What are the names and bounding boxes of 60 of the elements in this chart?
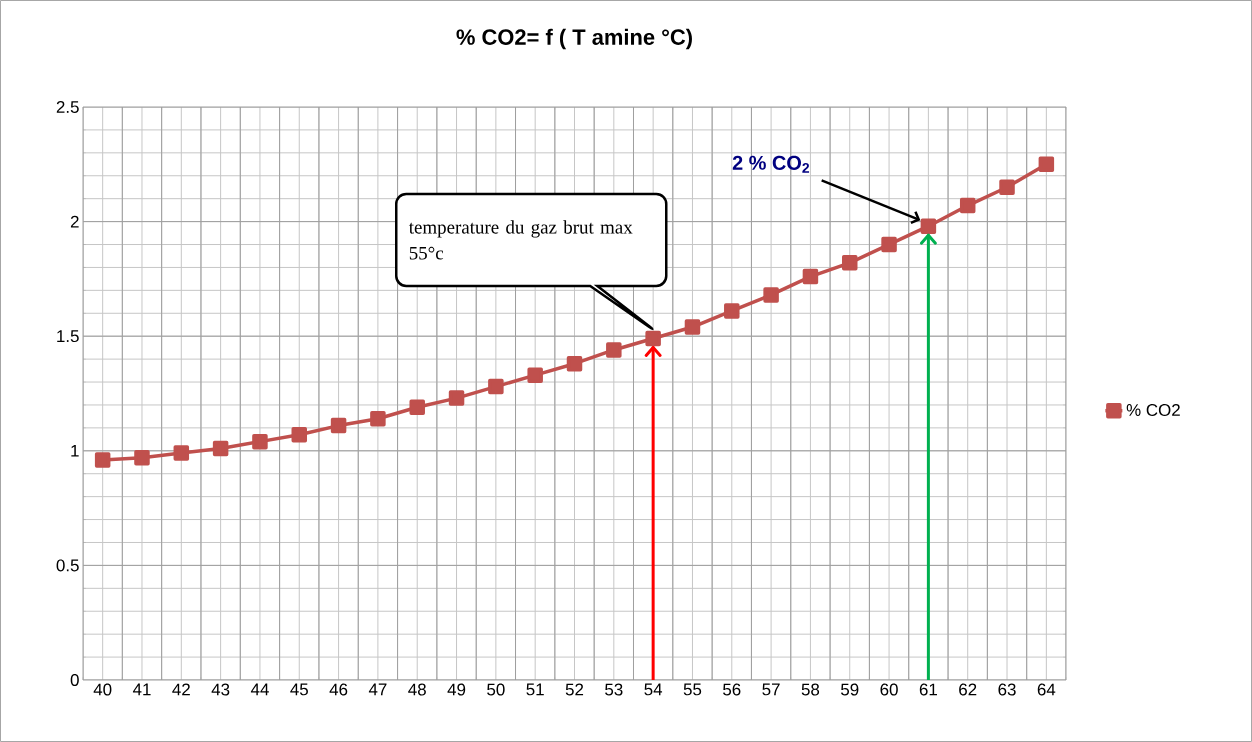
x-tick-label: 40 xyxy=(93,683,112,696)
y-tick-label: 0 xyxy=(70,674,79,686)
x-tick-label: 44 xyxy=(250,683,269,696)
point xyxy=(448,390,465,406)
x-tick-label: 60 xyxy=(880,683,898,696)
point xyxy=(842,255,858,271)
point xyxy=(488,378,504,395)
point xyxy=(763,287,779,303)
x-tick-label: 58 xyxy=(801,683,820,696)
point xyxy=(959,197,976,214)
point xyxy=(330,417,347,434)
point xyxy=(566,355,583,372)
x-tick-label: 59 xyxy=(841,683,859,696)
y-tick-label: 2.5 xyxy=(56,101,79,113)
point xyxy=(212,440,229,457)
legend-label: % CO2 xyxy=(1126,404,1180,417)
x-tick-label: 48 xyxy=(408,683,426,696)
point xyxy=(724,303,740,319)
x-tick-label: 61 xyxy=(919,683,937,696)
x-tick-label: 62 xyxy=(959,683,977,696)
x-tick-label: 63 xyxy=(998,683,1016,696)
point xyxy=(684,319,701,335)
point xyxy=(134,449,150,466)
annotation: temperature du gaz brut max 55°c xyxy=(408,220,633,260)
y-tick-label: 1.5 xyxy=(57,330,79,343)
x-tick-label: 50 xyxy=(487,683,505,696)
x-tick-label: 47 xyxy=(368,683,387,696)
x-tick-label: 53 xyxy=(605,683,623,696)
point xyxy=(999,179,1015,195)
point xyxy=(645,330,661,347)
x-tick-label: 64 xyxy=(1037,683,1056,696)
y-tick-label: 0.5 xyxy=(56,559,79,572)
chart-title: % CO2= f ( T amine °C) xyxy=(456,28,692,50)
x-tick-label: 46 xyxy=(329,683,348,696)
annotation: 2 % CO$_{2}$ xyxy=(732,155,810,173)
point xyxy=(802,268,819,285)
x-tick-label: 51 xyxy=(526,683,544,696)
point xyxy=(94,452,111,468)
x-tick-label: 52 xyxy=(565,683,584,696)
point xyxy=(1038,156,1055,173)
x-tick-label: 49 xyxy=(447,683,466,696)
x-tick-label: 45 xyxy=(290,683,308,696)
point xyxy=(881,236,897,253)
point xyxy=(920,218,937,234)
y-tick-label: 1 xyxy=(71,444,79,457)
x-tick-label: 54 xyxy=(644,683,663,696)
y-tick-label: 2 xyxy=(70,215,79,228)
x-tick-label: 42 xyxy=(172,683,190,696)
point xyxy=(527,367,543,383)
point xyxy=(370,410,386,427)
x-tick-label: 56 xyxy=(723,683,741,696)
point xyxy=(252,433,268,450)
point xyxy=(173,445,190,461)
x-tick-label: 43 xyxy=(211,683,230,696)
point xyxy=(409,399,425,415)
x-tick-label: 55 xyxy=(683,683,702,696)
x-tick-label: 41 xyxy=(132,683,151,696)
point xyxy=(606,342,622,358)
point xyxy=(291,427,308,443)
x-tick-label: 57 xyxy=(762,683,780,696)
